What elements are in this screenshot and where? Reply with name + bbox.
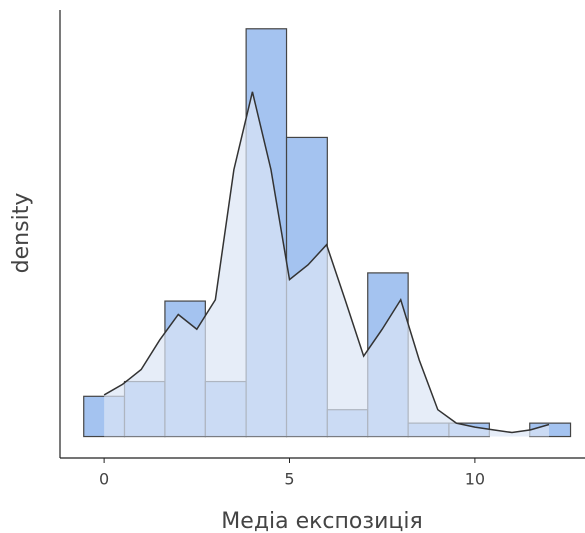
density-line [103,91,550,434]
y-axis-label: density [9,193,34,274]
x-tick-label: 10 [465,470,485,489]
x-axis-label: Медіа експозиція [221,509,422,533]
x-tick-label: 5 [284,470,294,489]
x-tick-label: 0 [99,470,109,489]
density-area [104,91,550,437]
